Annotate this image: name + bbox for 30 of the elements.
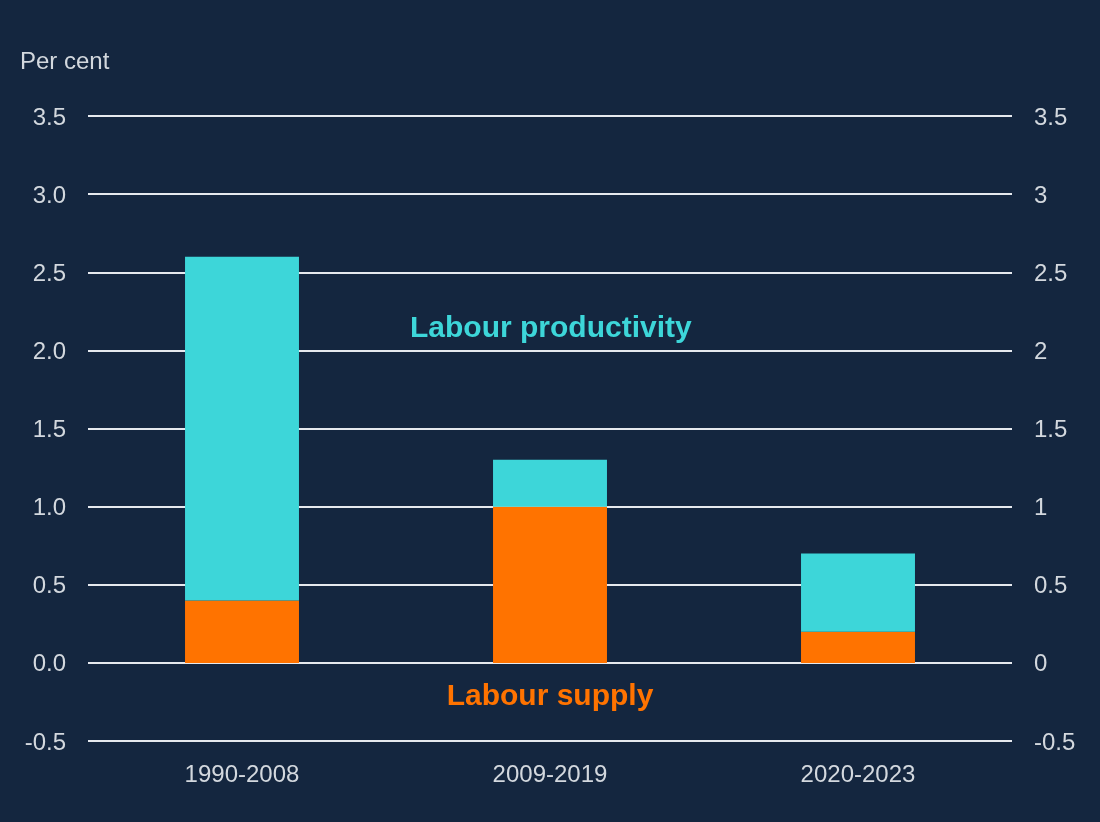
y-tick-label: 3.0 [32, 180, 66, 208]
y-tick-label: 1.0 [32, 493, 66, 521]
y2-tick-label: -0.5 [1034, 727, 1076, 755]
bar [801, 553, 915, 632]
y-tick-label: 3.5 [32, 102, 66, 130]
x-tick-label: 2020-2023 [800, 759, 916, 787]
y2-tick-label: 2.5 [1034, 258, 1068, 286]
y2-tick-label: 3.5 [1034, 102, 1068, 130]
bar [493, 506, 607, 663]
bar [801, 631, 915, 663]
y2-tick-label: 2 [1034, 336, 1048, 364]
y2-tick-label: 0.5 [1034, 571, 1068, 599]
y-tick-label: 0.0 [32, 649, 66, 677]
bar [185, 600, 299, 663]
y-tick-label: -0.5 [24, 727, 66, 755]
bar [493, 459, 607, 507]
y2-tick-label: 3 [1034, 180, 1048, 208]
y-tick-label: 1.5 [32, 415, 66, 442]
y2-tick-label: 1.5 [1034, 415, 1068, 442]
bar [185, 256, 299, 601]
x-tick-label: 1990-2008 [184, 759, 300, 787]
y2-tick-label: 1 [1034, 493, 1048, 521]
y-tick-label: 2.0 [32, 336, 66, 364]
y-tick-label: 2.5 [32, 258, 66, 286]
series-label: Labour supply [446, 677, 654, 711]
y2-tick-label: 0 [1034, 649, 1048, 677]
y-tick-label: 0.5 [32, 571, 66, 599]
text: Labour productivity [410, 310, 692, 344]
y-axis-title: Per cent [20, 46, 110, 74]
x-tick-label: 2009-2019 [492, 759, 608, 787]
